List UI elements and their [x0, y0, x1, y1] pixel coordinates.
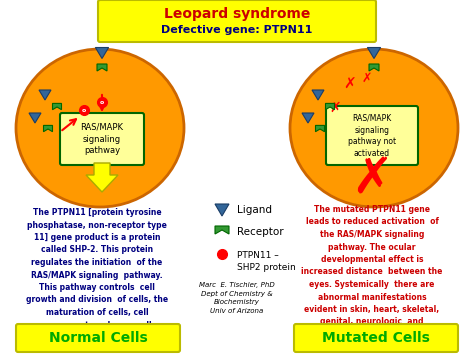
Text: Marc  E. Tischler, PhD
Dept of Chemistry &
Biochemistry
Univ of Arizona: Marc E. Tischler, PhD Dept of Chemistry …	[199, 282, 275, 314]
FancyBboxPatch shape	[60, 113, 144, 165]
FancyBboxPatch shape	[326, 106, 418, 165]
Polygon shape	[312, 90, 324, 100]
Polygon shape	[316, 125, 325, 132]
Text: ✗: ✗	[329, 101, 341, 115]
Text: The mutated PTPN11 gene
leads to reduced activation  of
the RAS/MAPK signaling
p: The mutated PTPN11 gene leads to reduced…	[301, 205, 443, 339]
Text: PTPN11 –
SHP2 protein: PTPN11 – SHP2 protein	[237, 251, 296, 272]
FancyBboxPatch shape	[98, 0, 376, 42]
Text: Mutated Cells: Mutated Cells	[322, 331, 430, 345]
Text: RAS/MAPK
signaling
pathway not
activated: RAS/MAPK signaling pathway not activated	[348, 114, 396, 158]
Polygon shape	[86, 163, 118, 192]
Text: o: o	[82, 108, 86, 113]
Text: Ligand: Ligand	[237, 205, 272, 215]
Polygon shape	[29, 113, 41, 123]
Text: ✗: ✗	[362, 71, 372, 84]
Text: Defective gene: PTPN11: Defective gene: PTPN11	[161, 25, 313, 35]
Polygon shape	[367, 48, 381, 59]
Polygon shape	[215, 204, 229, 216]
Polygon shape	[369, 64, 379, 71]
Polygon shape	[97, 64, 107, 71]
Polygon shape	[44, 125, 53, 132]
Polygon shape	[53, 103, 62, 110]
Ellipse shape	[290, 49, 458, 207]
Text: Leopard syndrome: Leopard syndrome	[164, 7, 310, 21]
FancyBboxPatch shape	[294, 324, 458, 352]
Text: Receptor: Receptor	[237, 227, 283, 237]
Polygon shape	[326, 103, 335, 110]
FancyBboxPatch shape	[16, 324, 180, 352]
Polygon shape	[39, 90, 51, 100]
Polygon shape	[215, 226, 229, 234]
Text: The PTPN11 [protein tyrosine
phosphatase, non-receptor type
11] gene product is : The PTPN11 [protein tyrosine phosphatase…	[26, 208, 168, 342]
Text: RAS/MAPK
signaling
pathway: RAS/MAPK signaling pathway	[81, 123, 124, 155]
Text: Normal Cells: Normal Cells	[49, 331, 147, 345]
Text: ✗: ✗	[351, 156, 393, 204]
Text: o: o	[100, 99, 104, 104]
Text: ✗: ✗	[344, 76, 356, 92]
Polygon shape	[95, 48, 109, 59]
Ellipse shape	[16, 49, 184, 207]
Polygon shape	[302, 113, 314, 123]
